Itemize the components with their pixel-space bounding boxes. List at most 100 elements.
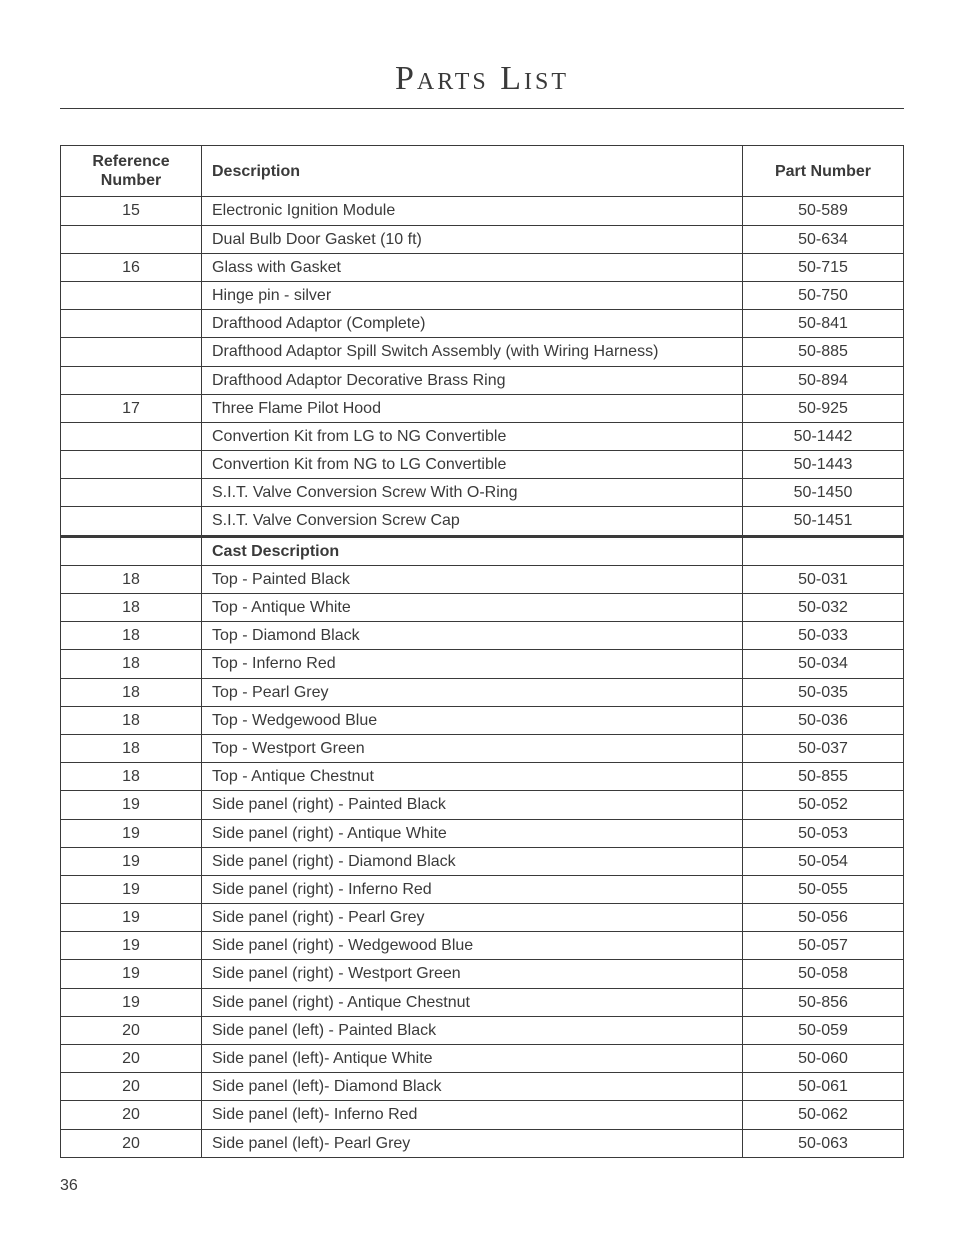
- cell-part: 50-715: [743, 253, 904, 281]
- cell-desc: Side panel (right) - Pearl Grey: [202, 904, 743, 932]
- cell-part: 50-057: [743, 932, 904, 960]
- table-header-row: Reference Number Description Part Number: [61, 146, 904, 197]
- cell-part: 50-059: [743, 1016, 904, 1044]
- cell-ref: [61, 225, 202, 253]
- table-row: 19Side panel (right) - Antique Chestnut5…: [61, 988, 904, 1016]
- cell-part: 50-032: [743, 594, 904, 622]
- cell-desc: Drafthood Adaptor (Complete): [202, 310, 743, 338]
- cell-ref: 18: [61, 763, 202, 791]
- cell-desc: Side panel (right) - Antique Chestnut: [202, 988, 743, 1016]
- cell-ref: 15: [61, 197, 202, 225]
- cell-part: 50-056: [743, 904, 904, 932]
- cell-desc: Top - Westport Green: [202, 734, 743, 762]
- cell-desc: Convertion Kit from NG to LG Convertible: [202, 451, 743, 479]
- table-row: 20Side panel (left)- Diamond Black50-061: [61, 1073, 904, 1101]
- table-row: 19Side panel (right) - Wedgewood Blue50-…: [61, 932, 904, 960]
- cell-desc: Top - Inferno Red: [202, 650, 743, 678]
- table-row: Convertion Kit from LG to NG Convertible…: [61, 422, 904, 450]
- cell-ref: 18: [61, 650, 202, 678]
- cell-part: 50-1442: [743, 422, 904, 450]
- cell-ref: 18: [61, 706, 202, 734]
- cell-desc: Side panel (right) - Painted Black: [202, 791, 743, 819]
- cell-desc: Side panel (left)- Diamond Black: [202, 1073, 743, 1101]
- cell-part: 50-885: [743, 338, 904, 366]
- cell-desc: Hinge pin - silver: [202, 281, 743, 309]
- cell-part: 50-841: [743, 310, 904, 338]
- cell-ref: 20: [61, 1129, 202, 1157]
- cell-desc: Side panel (left)- Antique White: [202, 1045, 743, 1073]
- cell-ref: 18: [61, 678, 202, 706]
- cell-ref: 20: [61, 1101, 202, 1129]
- cell-desc: Drafthood Adaptor Spill Switch Assembly …: [202, 338, 743, 366]
- cell-part: 50-925: [743, 394, 904, 422]
- table-row: 16Glass with Gasket50-715: [61, 253, 904, 281]
- cell-part: 50-060: [743, 1045, 904, 1073]
- cell-desc: Electronic Ignition Module: [202, 197, 743, 225]
- cell-ref: 18: [61, 622, 202, 650]
- table-row: 18Top - Westport Green50-037: [61, 734, 904, 762]
- table-row: 19Side panel (right) - Inferno Red50-055: [61, 875, 904, 903]
- cell-part: 50-053: [743, 819, 904, 847]
- cell-desc: Side panel (right) - Westport Green: [202, 960, 743, 988]
- page-title: Parts List: [60, 60, 904, 109]
- cell-desc: Top - Pearl Grey: [202, 678, 743, 706]
- cell-part: 50-036: [743, 706, 904, 734]
- cell-part: 50-061: [743, 1073, 904, 1101]
- cell-ref: 20: [61, 1016, 202, 1044]
- cell-desc: Side panel (right) - Antique White: [202, 819, 743, 847]
- cell-part: 50-589: [743, 197, 904, 225]
- cell-part: 50-856: [743, 988, 904, 1016]
- cell-desc: Glass with Gasket: [202, 253, 743, 281]
- cell-desc: Side panel (left)- Pearl Grey: [202, 1129, 743, 1157]
- section-ref: [61, 536, 202, 565]
- page-number: 36: [60, 1177, 78, 1195]
- table-row: 19Side panel (right) - Westport Green50-…: [61, 960, 904, 988]
- cell-ref: [61, 366, 202, 394]
- cell-ref: 19: [61, 932, 202, 960]
- table-row: 19Side panel (right) - Painted Black50-0…: [61, 791, 904, 819]
- table-row: 18Top - Inferno Red50-034: [61, 650, 904, 678]
- cell-desc: Top - Antique Chestnut: [202, 763, 743, 791]
- table-row: 15Electronic Ignition Module50-589: [61, 197, 904, 225]
- table-row: Dual Bulb Door Gasket (10 ft)50-634: [61, 225, 904, 253]
- cell-ref: 19: [61, 904, 202, 932]
- table-body-a: 15Electronic Ignition Module50-589Dual B…: [61, 197, 904, 536]
- cell-desc: Three Flame Pilot Hood: [202, 394, 743, 422]
- table-row: 20Side panel (left)- Inferno Red50-062: [61, 1101, 904, 1129]
- table-row: S.I.T. Valve Conversion Screw With O-Rin…: [61, 479, 904, 507]
- col-part-header: Part Number: [743, 146, 904, 197]
- cell-desc: Side panel (left) - Painted Black: [202, 1016, 743, 1044]
- cell-part: 50-034: [743, 650, 904, 678]
- cell-ref: [61, 479, 202, 507]
- cell-desc: S.I.T. Valve Conversion Screw With O-Rin…: [202, 479, 743, 507]
- table-row: 19Side panel (right) - Antique White50-0…: [61, 819, 904, 847]
- cell-ref: 16: [61, 253, 202, 281]
- cell-ref: 18: [61, 734, 202, 762]
- cell-ref: 19: [61, 875, 202, 903]
- cell-part: 50-1450: [743, 479, 904, 507]
- col-desc-header: Description: [202, 146, 743, 197]
- cell-ref: 19: [61, 819, 202, 847]
- table-row: Hinge pin - silver50-750: [61, 281, 904, 309]
- cell-part: 50-055: [743, 875, 904, 903]
- cell-ref: [61, 281, 202, 309]
- cell-ref: 17: [61, 394, 202, 422]
- cell-part: 50-031: [743, 565, 904, 593]
- cell-part: 50-1443: [743, 451, 904, 479]
- table-row: 20Side panel (left)- Pearl Grey50-063: [61, 1129, 904, 1157]
- cell-ref: 20: [61, 1045, 202, 1073]
- table-row: 18Top - Diamond Black50-033: [61, 622, 904, 650]
- cell-desc: Side panel (left)- Inferno Red: [202, 1101, 743, 1129]
- cell-ref: [61, 310, 202, 338]
- table-body-section: Cast Description: [61, 536, 904, 565]
- cell-desc: Top - Painted Black: [202, 565, 743, 593]
- cell-ref: 18: [61, 594, 202, 622]
- table-row: Convertion Kit from NG to LG Convertible…: [61, 451, 904, 479]
- cell-ref: [61, 451, 202, 479]
- cell-desc: Convertion Kit from LG to NG Convertible: [202, 422, 743, 450]
- cell-part: 50-058: [743, 960, 904, 988]
- cell-desc: Side panel (right) - Wedgewood Blue: [202, 932, 743, 960]
- section-part: [743, 536, 904, 565]
- section-header-row: Cast Description: [61, 536, 904, 565]
- cell-part: 50-035: [743, 678, 904, 706]
